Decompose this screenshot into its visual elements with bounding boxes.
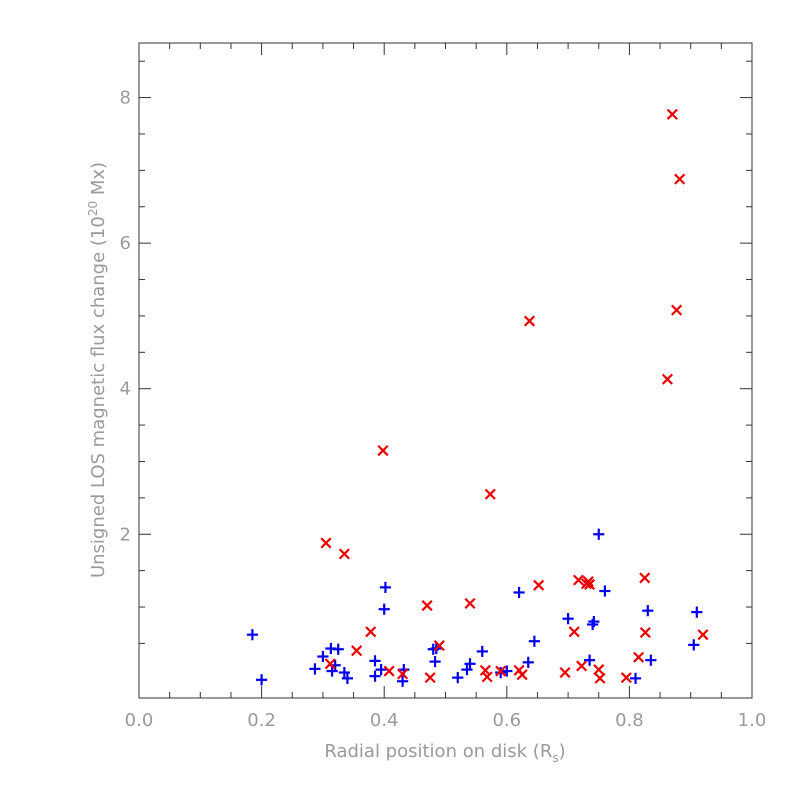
plus-marker — [369, 655, 381, 667]
y-tick-label: 2 — [120, 524, 131, 545]
plus-marker — [642, 605, 654, 617]
plus-marker — [691, 606, 703, 618]
plus-marker — [246, 629, 259, 641]
x-tick-label: 0.6 — [492, 710, 521, 731]
plus-marker — [476, 645, 488, 658]
plus-marker — [341, 672, 354, 684]
cross-marker — [583, 578, 596, 591]
cross-marker — [424, 672, 436, 684]
cross-marker — [666, 108, 678, 120]
plus-marker — [501, 665, 513, 677]
plus-marker — [379, 581, 392, 593]
y-tick-label: 6 — [120, 233, 131, 254]
plus-marker — [375, 664, 387, 676]
x-tick-label: 0.8 — [615, 710, 644, 731]
cross-marker — [397, 668, 409, 680]
plus-marker — [338, 666, 350, 679]
plus-marker — [396, 675, 409, 687]
plus-marker — [317, 650, 329, 663]
cross-marker — [365, 626, 377, 638]
cross-marker — [421, 600, 433, 612]
plus-marker — [378, 603, 390, 615]
plus-marker — [429, 656, 441, 668]
cross-marker — [576, 660, 588, 672]
cross-marker — [351, 645, 363, 657]
plus-marker — [326, 665, 338, 677]
cross-marker — [568, 626, 580, 638]
plus-marker — [588, 615, 600, 628]
x-tick-label: 0.2 — [247, 710, 276, 731]
cross-marker — [594, 672, 606, 684]
cross-marker — [377, 444, 389, 457]
cross-marker — [639, 626, 651, 639]
cross-marker — [633, 651, 645, 663]
cross-marker — [320, 537, 332, 549]
cross-marker — [593, 664, 605, 676]
plus-marker — [645, 654, 657, 666]
plus-marker — [593, 528, 605, 540]
cross-marker — [620, 672, 632, 684]
y-axis-tick-labels: 2 4 6 8 — [120, 88, 131, 546]
plus-marker — [256, 674, 268, 686]
cross-marker — [559, 666, 571, 679]
plus-marker — [599, 585, 611, 597]
plus-marker — [629, 672, 642, 684]
plus-marker — [562, 613, 574, 625]
cross-marker — [661, 373, 673, 385]
cross-marker — [495, 665, 507, 677]
x-tick-label: 0.0 — [125, 710, 154, 731]
cross-marker — [464, 597, 476, 609]
x-tick-label: 0.4 — [370, 710, 399, 731]
cross-marker — [484, 488, 496, 500]
plus-marker — [461, 664, 473, 676]
x-axis-ticks — [138, 43, 753, 698]
cross-marker — [674, 173, 686, 185]
y-axis-ticks — [139, 60, 752, 644]
cross-marker — [516, 669, 528, 681]
cross-marker — [639, 572, 651, 584]
y-axis-label: Unsigned LOS magnetic flux change (1020 … — [86, 162, 109, 578]
plus-marker — [369, 670, 381, 682]
cross-marker — [481, 671, 493, 683]
plus-marker — [513, 586, 525, 599]
plus-marker — [688, 639, 700, 651]
cross-marker — [433, 640, 445, 652]
plus-marker — [583, 654, 596, 666]
plus-marker — [528, 635, 540, 647]
x-tick-label: 1.0 — [738, 710, 767, 731]
plot-frame — [138, 42, 753, 699]
y-tick-label: 4 — [120, 379, 131, 400]
plus-marker — [522, 656, 534, 668]
cross-marker — [533, 579, 545, 591]
plus-marker — [464, 658, 476, 670]
x-axis-label: Radial position on disk (Rs) — [324, 741, 565, 765]
cross-marker — [572, 574, 585, 586]
plus-marker — [452, 672, 464, 684]
plus-marker — [332, 643, 344, 655]
plus-marker — [309, 663, 321, 675]
x-axis-tick-labels: 0.0 0.2 0.4 0.6 0.8 1.0 — [125, 710, 767, 731]
data-points — [246, 108, 709, 687]
cross-marker — [523, 315, 536, 327]
cross-marker — [671, 304, 683, 316]
y-tick-label: 8 — [120, 88, 131, 109]
cross-marker — [697, 629, 709, 641]
cross-marker — [383, 665, 395, 677]
cross-marker — [338, 548, 350, 560]
cross-marker — [324, 658, 336, 670]
